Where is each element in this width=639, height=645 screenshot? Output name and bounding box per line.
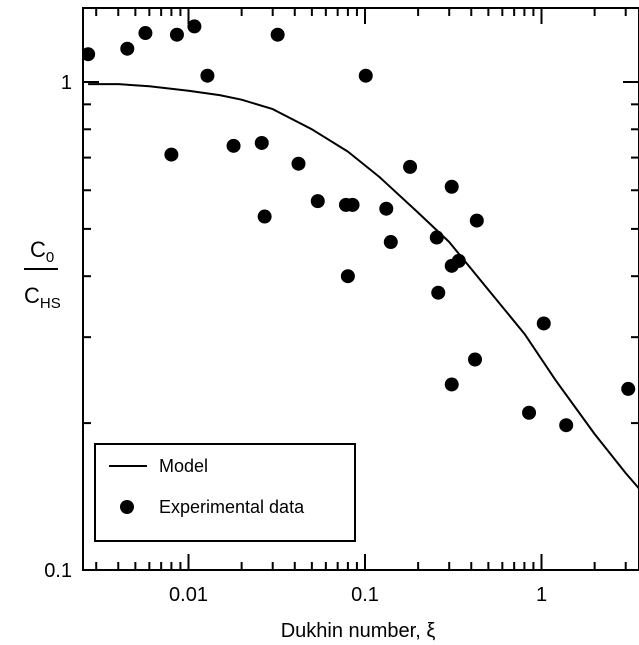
data-point xyxy=(431,285,446,300)
axis-ticks xyxy=(83,8,639,570)
data-point xyxy=(383,235,398,250)
data-point xyxy=(451,253,466,268)
x-axis-title: Dukhin number, ξ xyxy=(281,620,436,642)
data-point xyxy=(444,377,459,392)
data-point xyxy=(200,68,215,83)
series-layer xyxy=(83,19,639,491)
data-point xyxy=(536,316,551,331)
data-point xyxy=(444,179,459,194)
y-axis-title: C0 CHS xyxy=(24,237,61,312)
data-point xyxy=(522,405,537,420)
svg-text:CHS: CHS xyxy=(24,283,61,312)
data-point xyxy=(120,41,135,56)
y-tick-labels: 1 0.1 xyxy=(44,72,72,582)
data-point xyxy=(226,138,241,153)
data-point xyxy=(270,27,285,42)
data-point xyxy=(340,269,355,284)
legend: Model Experimental data xyxy=(94,443,356,542)
y-tick-label: 0.1 xyxy=(44,560,72,582)
data-point xyxy=(358,68,373,83)
x-tick-label: 1 xyxy=(536,584,547,606)
x-tick-label: 0.01 xyxy=(169,584,208,606)
data-point xyxy=(468,352,483,367)
legend-model-label: Model xyxy=(159,456,208,476)
data-point xyxy=(187,19,202,34)
data-point xyxy=(310,194,325,209)
data-point xyxy=(257,209,272,224)
x-tick-label: 0.1 xyxy=(351,584,379,606)
legend-experimental-swatch xyxy=(120,500,134,514)
legend-experimental-label: Experimental data xyxy=(159,497,305,517)
data-point xyxy=(403,159,418,174)
model-line xyxy=(88,83,639,491)
y-title-numerator-sub: 0 xyxy=(46,249,54,266)
data-point xyxy=(621,381,636,396)
data-point xyxy=(164,147,179,162)
data-point xyxy=(379,201,394,216)
data-point xyxy=(169,27,184,42)
svg-text:C0: C0 xyxy=(30,237,54,266)
y-tick-label: 1 xyxy=(61,72,72,94)
data-point xyxy=(345,197,360,212)
y-title-numerator-base: C xyxy=(30,237,46,262)
data-point xyxy=(291,156,306,171)
plot-frame xyxy=(82,7,639,571)
data-point xyxy=(559,418,574,433)
data-point xyxy=(254,135,269,150)
data-point xyxy=(83,47,96,62)
data-point xyxy=(469,213,484,228)
x-tick-labels: 0.01 0.1 1 xyxy=(169,584,547,606)
legend-box xyxy=(94,443,356,542)
y-title-denominator-sub: HS xyxy=(40,295,61,312)
data-point xyxy=(429,230,444,245)
data-point xyxy=(138,26,153,41)
y-title-denominator-base: C xyxy=(24,283,40,308)
